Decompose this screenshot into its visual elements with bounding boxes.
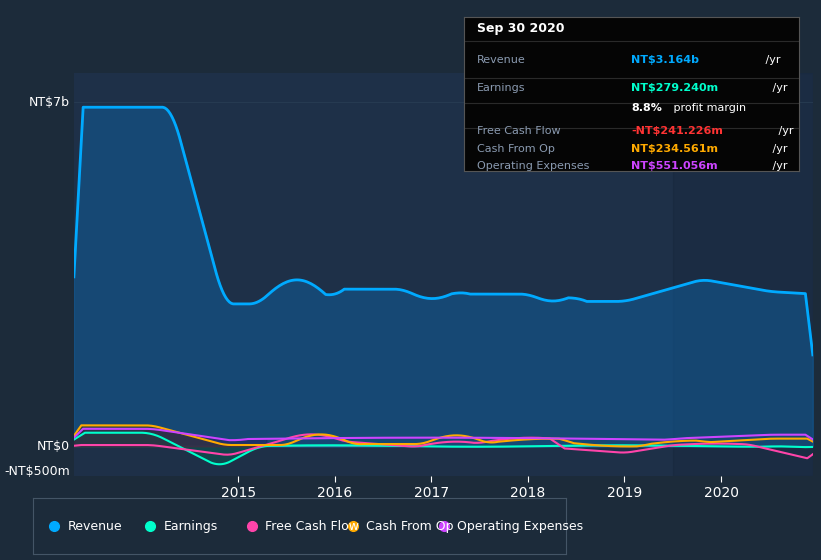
Text: Operating Expenses: Operating Expenses: [457, 520, 583, 533]
Text: NT$279.240m: NT$279.240m: [631, 83, 718, 94]
Text: -NT$500m: -NT$500m: [4, 465, 70, 478]
Text: Cash From Op: Cash From Op: [477, 144, 555, 154]
Text: /yr: /yr: [775, 126, 794, 136]
Text: /yr: /yr: [762, 55, 781, 65]
Text: Operating Expenses: Operating Expenses: [477, 161, 589, 171]
Text: /yr: /yr: [768, 144, 787, 154]
Text: -NT$241.226m: -NT$241.226m: [631, 126, 723, 136]
Text: NT$551.056m: NT$551.056m: [631, 161, 718, 171]
Text: Cash From Op: Cash From Op: [366, 520, 454, 533]
Text: Free Cash Flow: Free Cash Flow: [477, 126, 561, 136]
Text: Revenue: Revenue: [477, 55, 526, 65]
Text: Sep 30 2020: Sep 30 2020: [477, 22, 565, 35]
Text: Earnings: Earnings: [477, 83, 525, 94]
Bar: [672, 73, 813, 476]
Text: Revenue: Revenue: [67, 520, 122, 533]
Text: Earnings: Earnings: [163, 520, 218, 533]
Text: profit margin: profit margin: [670, 102, 746, 113]
Text: NT$7b: NT$7b: [30, 96, 70, 109]
Text: Free Cash Flow: Free Cash Flow: [265, 520, 359, 533]
Text: /yr: /yr: [768, 83, 787, 94]
Text: /yr: /yr: [768, 161, 787, 171]
Text: NT$0: NT$0: [37, 440, 70, 453]
Text: NT$234.561m: NT$234.561m: [631, 144, 718, 154]
Text: NT$3.164b: NT$3.164b: [631, 55, 699, 65]
Text: 8.8%: 8.8%: [631, 102, 663, 113]
